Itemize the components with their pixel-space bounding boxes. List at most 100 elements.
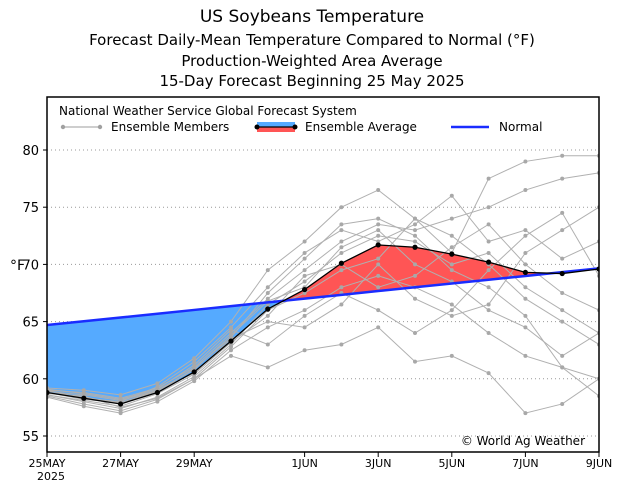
- ensemble-member-line: [47, 275, 599, 414]
- legend-members-dot: [60, 124, 66, 130]
- ensemble-member-point: [265, 365, 270, 370]
- ensemble-member-point: [339, 342, 344, 347]
- ensemble-member-point: [413, 262, 417, 267]
- ensemble-average-point: [522, 269, 529, 276]
- ensemble-member-point: [449, 262, 454, 267]
- ensemble-member-point: [155, 387, 160, 392]
- ensemble-member-point: [376, 273, 381, 278]
- ensemble-member-point: [376, 308, 381, 313]
- ensemble-member-point: [560, 228, 565, 233]
- y-axis-label: °F: [10, 258, 25, 274]
- ensemble-member-point: [449, 216, 454, 221]
- legend-average-swatch-red: [257, 127, 295, 132]
- ensemble-member-point: [229, 327, 233, 332]
- legend-average-swatch-blue: [257, 122, 295, 127]
- ensemble-member-point: [413, 222, 417, 227]
- ensemble-member-point: [265, 342, 270, 347]
- ensemble-member-point: [376, 222, 381, 227]
- normal-line: [47, 267, 599, 327]
- ensemble-member-line: [47, 189, 599, 396]
- y-tick-label: 80: [22, 144, 39, 159]
- ensemble-member-point: [339, 205, 344, 210]
- ensemble-member-point: [339, 302, 344, 307]
- x-tick-label: 27MAY: [102, 457, 139, 470]
- ensemble-member-point: [486, 302, 491, 307]
- ensemble-member-point: [118, 392, 123, 397]
- ensemble-member-point: [302, 308, 307, 313]
- ensemble-average-point: [265, 306, 271, 312]
- ensemble-average-point: [302, 286, 308, 293]
- ensemble-member-point: [449, 268, 454, 273]
- legend-normal-label: Normal: [499, 120, 542, 134]
- ensemble-member-point: [560, 153, 565, 158]
- ensemble-member-point: [486, 176, 491, 181]
- ensemble-member-point: [413, 296, 417, 301]
- ensemble-average-point: [118, 401, 124, 407]
- ensemble-member-point: [81, 388, 86, 393]
- y-tick-label: 75: [22, 201, 39, 216]
- ensemble-member-point: [523, 188, 528, 193]
- ensemble-member-line: [47, 155, 599, 412]
- ensemble-average-point: [559, 270, 565, 277]
- ensemble-member-point: [265, 319, 270, 324]
- y-tick-label: 70: [22, 258, 39, 273]
- ensemble-member-point: [486, 205, 491, 210]
- ensemble-member-point: [376, 233, 381, 238]
- ensemble-average-point: [81, 395, 87, 401]
- ensemble-member-point: [339, 245, 344, 250]
- ensemble-average-point: [486, 259, 492, 265]
- chart-subtitle-2: Production-Weighted Area Average: [181, 52, 442, 70]
- ensemble-member-point: [523, 228, 528, 233]
- ensemble-member-point: [155, 397, 160, 402]
- ensemble-member-point: [192, 366, 197, 371]
- ensemble-member-point: [229, 353, 233, 358]
- chart-subtitle-1: Forecast Daily-Mean Temperature Compared…: [89, 31, 535, 49]
- ensemble-member-point: [413, 228, 417, 233]
- ensemble-member-point: [376, 256, 381, 261]
- ensemble-member-point: [560, 176, 565, 181]
- ensemble-member-point: [486, 285, 491, 290]
- legend-average-label: Ensemble Average: [305, 120, 417, 134]
- ensemble-member-point: [302, 256, 307, 261]
- ensemble-average-point: [412, 244, 418, 250]
- ensemble-member-point: [486, 268, 491, 273]
- ensemble-member-point: [486, 308, 491, 313]
- ensemble-member-point: [523, 159, 528, 164]
- ensemble-average-point: [154, 389, 160, 396]
- ensemble-member-point: [302, 239, 307, 244]
- ensemble-member-point: [486, 239, 491, 244]
- ensemble-average-point: [375, 242, 381, 248]
- ensemble-member-point: [376, 262, 381, 267]
- ensemble-average-point: [449, 251, 455, 257]
- ensemble-member-point: [523, 233, 528, 238]
- credit: © World Ag Weather: [461, 434, 585, 448]
- ensemble-member-point: [523, 296, 528, 301]
- ensemble-member-point: [560, 353, 565, 358]
- x-tick-label: 1JUN: [291, 457, 318, 470]
- legend-members-dot: [97, 124, 103, 130]
- ensemble-member-point: [302, 313, 307, 318]
- x-tick-label: 29MAY: [176, 457, 213, 470]
- ensemble-member-point: [376, 285, 381, 290]
- ensemble-member-point: [560, 256, 565, 261]
- ensemble-member-point: [339, 228, 344, 233]
- ensemble-member-point: [486, 222, 491, 227]
- ensemble-member-point: [302, 325, 307, 330]
- ensemble-member-point: [449, 353, 454, 358]
- ensemble-member-point: [339, 268, 344, 273]
- ensemble-member-point: [560, 291, 565, 295]
- ensemble-member-point: [339, 222, 344, 227]
- ensemble-average-point: [338, 260, 344, 266]
- ensemble-member-point: [192, 359, 197, 364]
- ensemble-member-point: [486, 250, 491, 255]
- chart-subtitle-3: 15-Day Forecast Beginning 25 May 2025: [159, 72, 464, 90]
- ensemble-member-point: [376, 188, 381, 193]
- ensemble-member-point: [155, 381, 160, 386]
- ensemble-member-point: [523, 250, 528, 255]
- ensemble-member-point: [339, 250, 344, 255]
- ensemble-member-point: [302, 268, 307, 273]
- ensemble-member-point: [265, 285, 270, 290]
- ensemble-member-line: [47, 212, 599, 400]
- ensemble-member-point: [265, 313, 270, 318]
